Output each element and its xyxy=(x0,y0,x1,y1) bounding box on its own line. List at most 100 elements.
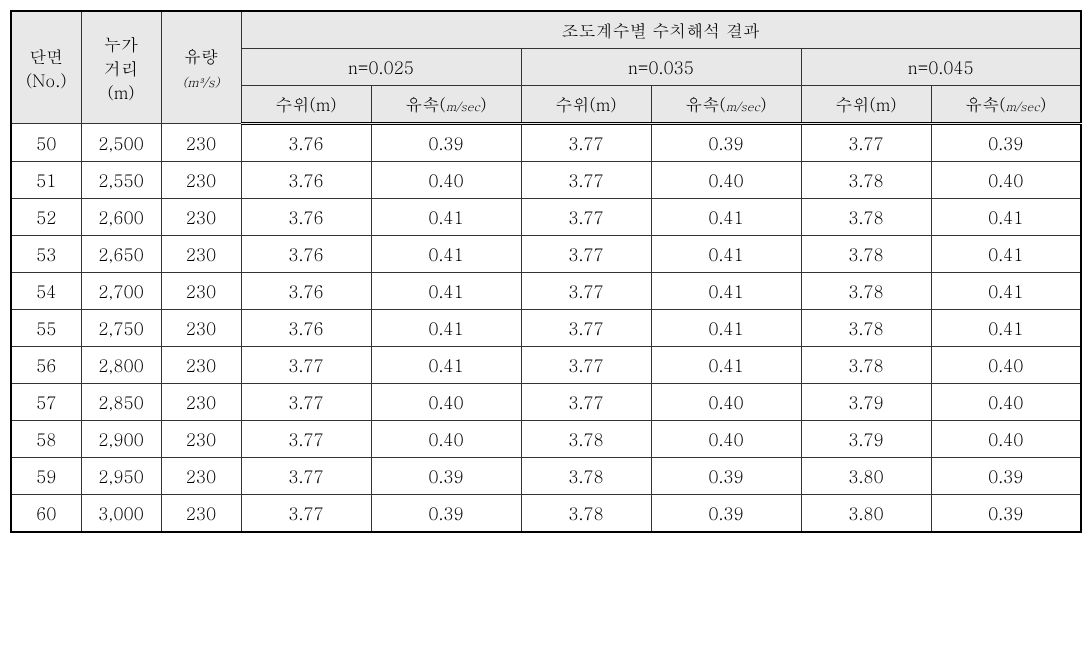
cell-level-0: 3.76 xyxy=(241,273,371,310)
cell-velocity-2: 0.39 xyxy=(931,458,1081,495)
cell-level-1: 3.77 xyxy=(521,162,651,199)
cell-distance: 2,550 xyxy=(81,162,161,199)
distance-label-2: 거리 xyxy=(104,56,138,80)
n-group-0: n=0.025 xyxy=(241,49,521,86)
cell-velocity-2: 0.41 xyxy=(931,273,1081,310)
cell-level-0: 3.77 xyxy=(241,384,371,421)
cell-level-2: 3.79 xyxy=(801,421,931,458)
cell-distance: 2,950 xyxy=(81,458,161,495)
col-velocity-0: 유속(m/sec) xyxy=(371,86,521,124)
cell-flow: 230 xyxy=(161,273,241,310)
cell-velocity-2: 0.41 xyxy=(931,310,1081,347)
cell-level-1: 3.77 xyxy=(521,384,651,421)
flow-unit: (m³/s) xyxy=(182,72,219,91)
cell-velocity-2: 0.40 xyxy=(931,421,1081,458)
cell-level-1: 3.77 xyxy=(521,310,651,347)
cell-flow: 230 xyxy=(161,124,241,162)
section-label: 단면 xyxy=(29,44,63,68)
cell-level-0: 3.76 xyxy=(241,310,371,347)
cell-level-2: 3.80 xyxy=(801,495,931,533)
cell-distance: 2,750 xyxy=(81,310,161,347)
table-row: 532,6502303.760.413.770.413.780.41 xyxy=(11,236,1081,273)
cell-level-2: 3.78 xyxy=(801,199,931,236)
cell-velocity-0: 0.41 xyxy=(371,199,521,236)
col-distance: 누가 거리 (m) xyxy=(81,11,161,124)
header-row-1: 단면 (No.) 누가 거리 (m) 유량 (m³/s) 조도계수별 수치해석 … xyxy=(11,11,1081,49)
cell-level-2: 3.78 xyxy=(801,162,931,199)
cell-level-2: 3.78 xyxy=(801,236,931,273)
cell-flow: 230 xyxy=(161,384,241,421)
cell-velocity-0: 0.40 xyxy=(371,162,521,199)
cell-velocity-2: 0.40 xyxy=(931,162,1081,199)
cell-level-0: 3.76 xyxy=(241,236,371,273)
table-row: 542,7002303.760.413.770.413.780.41 xyxy=(11,273,1081,310)
table-row: 522,6002303.760.413.770.413.780.41 xyxy=(11,199,1081,236)
col-level-2: 수위(m) xyxy=(801,86,931,124)
cell-level-0: 3.76 xyxy=(241,199,371,236)
table-body: 502,5002303.760.393.770.393.770.39512,55… xyxy=(11,124,1081,533)
cell-level-0: 3.77 xyxy=(241,347,371,384)
cell-distance: 2,850 xyxy=(81,384,161,421)
cell-flow: 230 xyxy=(161,199,241,236)
cell-flow: 230 xyxy=(161,162,241,199)
cell-level-0: 3.76 xyxy=(241,162,371,199)
cell-velocity-2: 0.40 xyxy=(931,384,1081,421)
cell-velocity-2: 0.39 xyxy=(931,124,1081,162)
cell-velocity-0: 0.41 xyxy=(371,236,521,273)
cell-level-1: 3.78 xyxy=(521,495,651,533)
cell-flow: 230 xyxy=(161,421,241,458)
cell-velocity-1: 0.39 xyxy=(651,495,801,533)
table-row: 562,8002303.770.413.770.413.780.40 xyxy=(11,347,1081,384)
cell-velocity-1: 0.41 xyxy=(651,273,801,310)
section-sub: (No.) xyxy=(26,68,67,92)
col-velocity-2: 유속(m/sec) xyxy=(931,86,1081,124)
cell-distance: 2,900 xyxy=(81,421,161,458)
table-row: 592,9502303.770.393.780.393.800.39 xyxy=(11,458,1081,495)
cell-velocity-2: 0.41 xyxy=(931,236,1081,273)
cell-velocity-1: 0.41 xyxy=(651,310,801,347)
col-flow: 유량 (m³/s) xyxy=(161,11,241,124)
cell-no: 58 xyxy=(11,421,81,458)
cell-flow: 230 xyxy=(161,347,241,384)
cell-no: 50 xyxy=(11,124,81,162)
cell-velocity-0: 0.41 xyxy=(371,310,521,347)
table-row: 572,8502303.770.403.770.403.790.40 xyxy=(11,384,1081,421)
cell-level-0: 3.77 xyxy=(241,458,371,495)
cell-velocity-1: 0.39 xyxy=(651,458,801,495)
cell-level-1: 3.77 xyxy=(521,199,651,236)
cell-velocity-1: 0.41 xyxy=(651,236,801,273)
cell-distance: 2,700 xyxy=(81,273,161,310)
cell-no: 54 xyxy=(11,273,81,310)
numerical-analysis-table: 단면 (No.) 누가 거리 (m) 유량 (m³/s) 조도계수별 수치해석 … xyxy=(10,10,1082,533)
cell-velocity-1: 0.39 xyxy=(651,124,801,162)
col-velocity-1: 유속(m/sec) xyxy=(651,86,801,124)
distance-unit: (m) xyxy=(107,80,134,104)
cell-velocity-1: 0.40 xyxy=(651,421,801,458)
cell-no: 60 xyxy=(11,495,81,533)
cell-level-0: 3.77 xyxy=(241,421,371,458)
cell-level-1: 3.77 xyxy=(521,236,651,273)
cell-distance: 3,000 xyxy=(81,495,161,533)
table-row: 552,7502303.760.413.770.413.780.41 xyxy=(11,310,1081,347)
cell-velocity-0: 0.41 xyxy=(371,347,521,384)
cell-level-1: 3.77 xyxy=(521,273,651,310)
cell-velocity-1: 0.40 xyxy=(651,162,801,199)
cell-velocity-2: 0.40 xyxy=(931,347,1081,384)
cell-no: 56 xyxy=(11,347,81,384)
cell-no: 57 xyxy=(11,384,81,421)
cell-distance: 2,600 xyxy=(81,199,161,236)
distance-label-1: 누가 xyxy=(104,32,138,56)
col-section: 단면 (No.) xyxy=(11,11,81,124)
cell-no: 52 xyxy=(11,199,81,236)
cell-no: 53 xyxy=(11,236,81,273)
cell-distance: 2,500 xyxy=(81,124,161,162)
table-row: 603,0002303.770.393.780.393.800.39 xyxy=(11,495,1081,533)
cell-level-2: 3.78 xyxy=(801,273,931,310)
cell-level-1: 3.78 xyxy=(521,458,651,495)
cell-level-0: 3.76 xyxy=(241,124,371,162)
cell-no: 51 xyxy=(11,162,81,199)
cell-level-2: 3.77 xyxy=(801,124,931,162)
result-title: 조도계수별 수치해석 결과 xyxy=(241,11,1081,49)
cell-velocity-0: 0.40 xyxy=(371,421,521,458)
cell-level-2: 3.80 xyxy=(801,458,931,495)
